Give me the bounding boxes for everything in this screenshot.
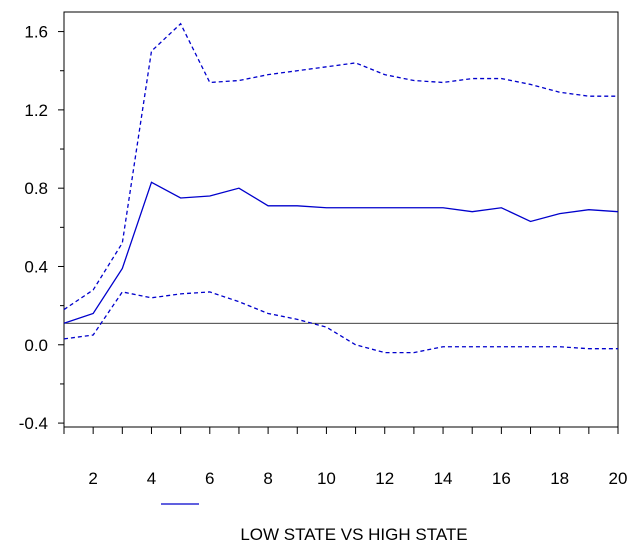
x-tick-label: 16 — [492, 469, 511, 488]
x-tick-label: 20 — [609, 469, 628, 488]
series-line-upper-band — [63, 22, 618, 311]
y-tick-label: 1.6 — [24, 23, 48, 42]
y-tick-label: -0.4 — [19, 414, 48, 433]
series-group — [63, 22, 619, 354]
x-tick-label: 12 — [375, 469, 394, 488]
x-axis: 2 4 6 8 10 12 14 16 18 20 — [63, 427, 628, 488]
legend: LOW STATE VS HIGH STATE — [161, 503, 468, 544]
y-tick-label: 0.4 — [24, 257, 48, 276]
series-line-estimate — [63, 181, 619, 324]
x-tick-label: 4 — [147, 469, 156, 488]
y-tick-label: 0.8 — [24, 179, 48, 198]
legend-label: LOW STATE VS HIGH STATE — [240, 525, 467, 544]
y-tick-label: 1.2 — [24, 101, 48, 120]
x-tick-label: 10 — [317, 469, 336, 488]
x-tick-label: 14 — [434, 469, 453, 488]
series-line-lower-band — [63, 291, 618, 354]
x-tick-label: 6 — [205, 469, 214, 488]
y-tick-label: 0.0 — [24, 336, 48, 355]
x-tick-label: 18 — [550, 469, 569, 488]
x-tick-label: 2 — [88, 469, 97, 488]
y-axis: -0.4 0.0 0.4 0.8 1.2 1.6 — [19, 23, 64, 433]
x-tick-label: 8 — [263, 469, 272, 488]
plot-frame — [63, 11, 619, 428]
